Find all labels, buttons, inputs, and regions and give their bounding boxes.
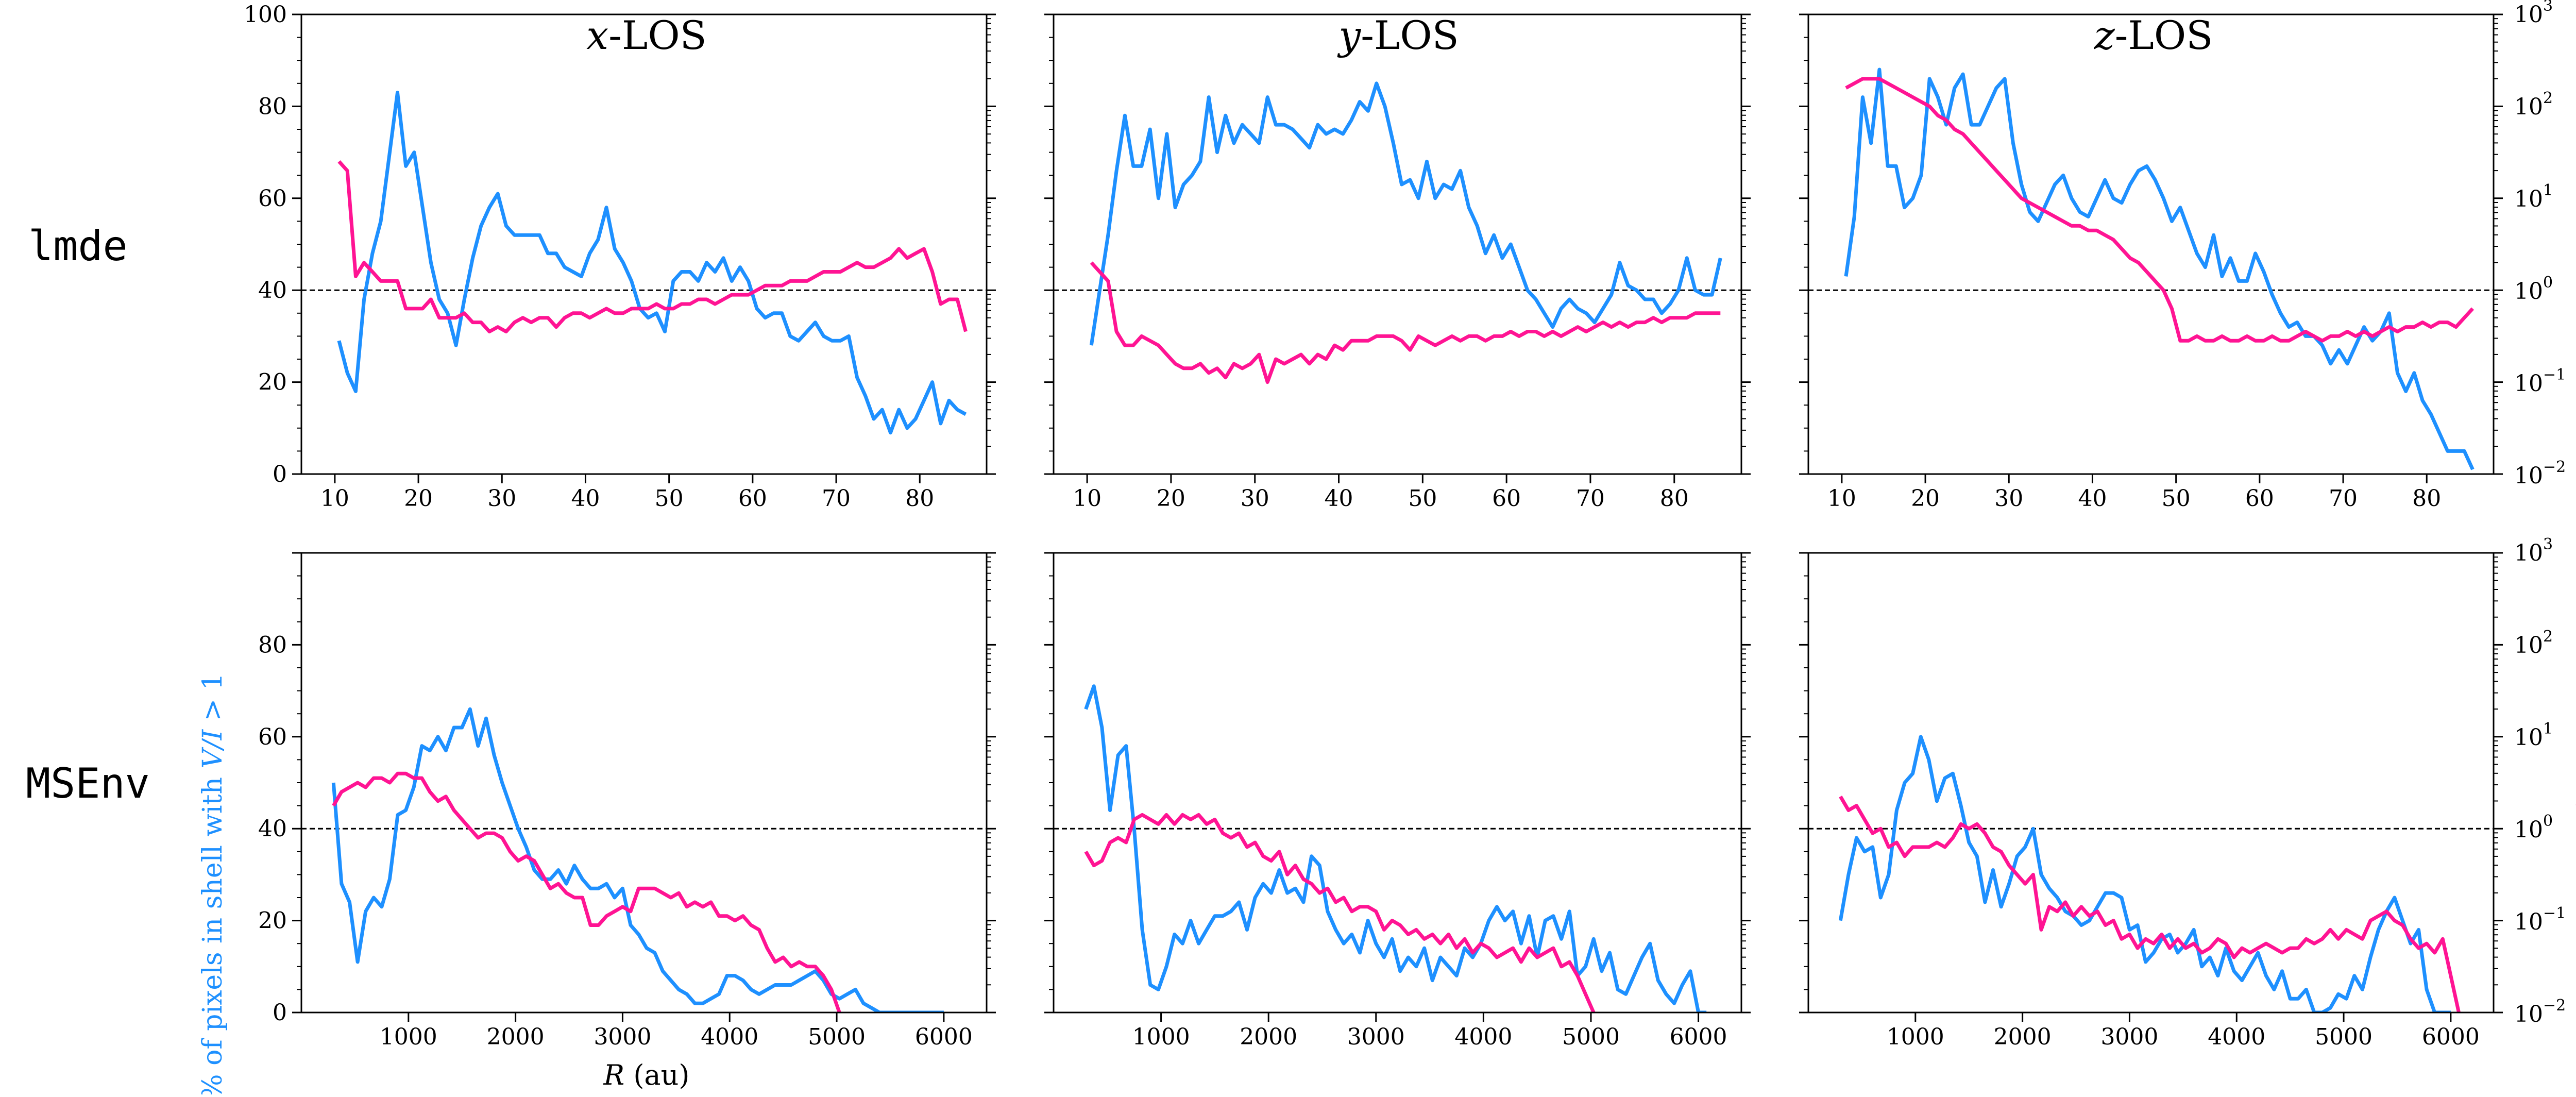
y-tick-label: 40 <box>258 816 287 842</box>
x-tick-label: 1000 <box>1887 1024 1944 1050</box>
x-tick-label: 40 <box>2078 485 2107 512</box>
y-tick-label: 100 <box>244 2 287 28</box>
x-tick-label: 50 <box>655 485 684 512</box>
x-tick-label: 50 <box>1408 485 1437 512</box>
tau-line <box>1090 261 1721 384</box>
panel-lmde-z: 10 20 30 40 50 60 70 80 <box>1799 13 2503 512</box>
right-tick-label: 102 <box>2514 628 2553 659</box>
percent-line <box>1838 735 2451 1012</box>
tau-line <box>1084 813 1596 1012</box>
x-tick-label: 10 <box>1827 485 1856 512</box>
percent-line <box>1084 684 1707 1012</box>
percent-line <box>331 707 944 1012</box>
x-tick-label: 2000 <box>487 1024 545 1050</box>
x-tick-label: 30 <box>1994 485 2023 512</box>
tau-line <box>1845 77 2475 343</box>
x-tick-label: 10 <box>1073 485 1101 512</box>
right-tick-label: 10−2 <box>2514 997 2566 1027</box>
x-tick-label: 5000 <box>808 1024 866 1050</box>
right-tick-label: 101 <box>2514 181 2553 212</box>
axes-frame <box>1053 552 1742 1014</box>
right-tick-label: 100 <box>2514 812 2553 843</box>
right-axis-labels-row2: 10−2 10−1 100 101 102 103 <box>2514 535 2566 1027</box>
x-tick-label: 10 <box>320 485 349 512</box>
x-tick-label: 60 <box>738 485 767 512</box>
x-tick-label: 80 <box>1660 485 1689 512</box>
x-tick-label: 60 <box>1492 485 1521 512</box>
row-label-msenv: MSEnv <box>26 760 150 807</box>
x-tick-label: 4000 <box>1454 1024 1512 1050</box>
col-title-z: z-LOS <box>2094 12 2213 58</box>
x-tick-label: 40 <box>571 485 600 512</box>
ylabel-right: τ <box>2568 795 2576 814</box>
x-tick-label: 80 <box>905 485 934 512</box>
x-tick-label: 5000 <box>2315 1024 2372 1050</box>
xlabel: R (au) <box>603 1059 690 1091</box>
y-tick-label: 60 <box>258 185 287 212</box>
x-tick-label: 70 <box>822 485 851 512</box>
x-tick-label: 4000 <box>2208 1024 2265 1050</box>
x-tick-label: 50 <box>2162 485 2191 512</box>
y-tick-label: 80 <box>258 93 287 120</box>
y-tick-label: 0 <box>273 461 287 487</box>
y-tick-label: 0 <box>273 1000 287 1026</box>
panel-msenv-x: 1000 2000 3000 4000 5000 6000 0 20 40 60 80 <box>258 552 996 1050</box>
tau-line <box>337 160 968 333</box>
right-tick-label: 10−2 <box>2514 458 2566 489</box>
axes-frame <box>300 13 988 475</box>
right-axis-labels-row1: 10−2 10−1 100 101 102 103 <box>2514 0 2566 489</box>
right-tick-label: 103 <box>2514 0 2553 28</box>
x-tick-label: 3000 <box>2100 1024 2158 1050</box>
right-tick-label: 10−1 <box>2514 904 2566 935</box>
col-title-y: y-LOS <box>1337 12 1459 58</box>
tau-line <box>332 771 841 1012</box>
row-label-lmde: lmde <box>28 222 128 270</box>
axes-frame <box>1807 13 2495 475</box>
x-tick-label: 30 <box>1241 485 1269 512</box>
x-tick-label: 30 <box>487 485 516 512</box>
x-tick-label: 20 <box>1157 485 1185 512</box>
right-tick-label: 100 <box>2514 274 2553 305</box>
panel-lmde-x: 10 20 30 40 50 60 70 80 0 20 40 60 80 100 <box>244 2 996 512</box>
y-tick-label: 40 <box>258 277 287 303</box>
tau-line <box>1839 796 2461 1012</box>
axes-frame <box>1053 13 1742 475</box>
right-tick-label: 102 <box>2514 89 2553 120</box>
x-tick-label: 40 <box>1325 485 1353 512</box>
x-tick-label: 6000 <box>915 1024 973 1050</box>
percent-line <box>1089 81 1722 346</box>
right-tick-label: 10−1 <box>2514 366 2566 397</box>
x-tick-label: 6000 <box>2422 1024 2480 1050</box>
x-tick-label: 4000 <box>701 1024 758 1050</box>
x-tick-label: 3000 <box>594 1024 651 1050</box>
x-tick-label: 20 <box>1911 485 1940 512</box>
x-tick-label: 1000 <box>380 1024 437 1050</box>
panel-msenv-y: 1000 2000 3000 4000 5000 6000 <box>1044 552 1751 1050</box>
ylabel-left: % of pixels in shell with V/I > 1 <box>197 673 228 1094</box>
y-tick-label: 60 <box>258 724 287 750</box>
right-tick-label: 103 <box>2514 535 2553 566</box>
y-tick-label: 20 <box>258 369 287 396</box>
percent-line <box>337 91 967 435</box>
x-tick-label: 70 <box>1576 485 1605 512</box>
x-tick-label: 60 <box>2245 485 2274 512</box>
x-tick-label: 20 <box>404 485 433 512</box>
right-tick-label: 101 <box>2514 720 2553 751</box>
panel-msenv-z: 1000 2000 3000 4000 5000 6000 <box>1799 552 2503 1050</box>
x-tick-label: 3000 <box>1347 1024 1405 1050</box>
x-tick-label: 70 <box>2329 485 2358 512</box>
x-tick-label: 6000 <box>1670 1024 1727 1050</box>
x-tick-label: 5000 <box>1562 1024 1620 1050</box>
panel-lmde-y: 10 20 30 40 50 60 70 80 <box>1044 13 1751 512</box>
percent-line <box>1844 67 2475 470</box>
y-tick-label: 20 <box>258 908 287 934</box>
x-tick-label: 1000 <box>1132 1024 1190 1050</box>
x-tick-label: 80 <box>2412 485 2441 512</box>
x-tick-label: 2000 <box>1240 1024 1297 1050</box>
col-title-x: x-LOS <box>586 12 706 58</box>
y-tick-label: 80 <box>258 632 287 658</box>
x-tick-label: 2000 <box>1994 1024 2052 1050</box>
